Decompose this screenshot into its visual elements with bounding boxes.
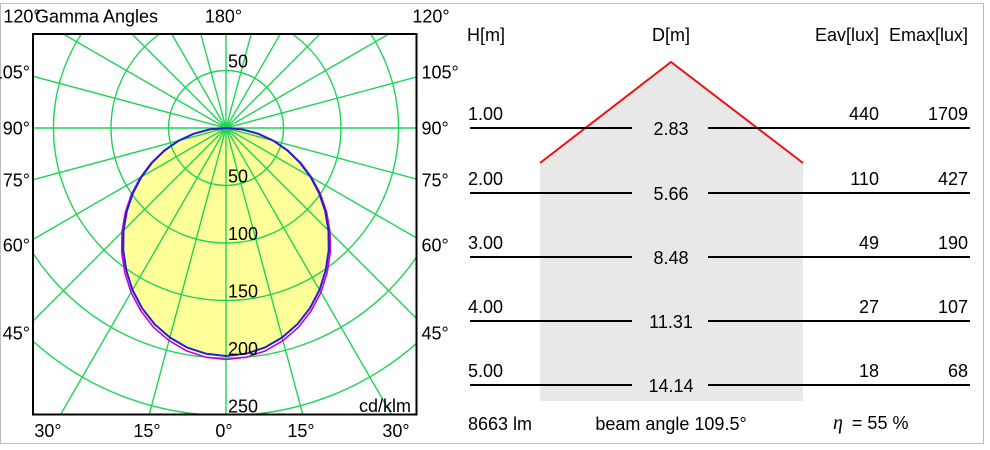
polar-chart-border [32, 33, 418, 416]
row-line [470, 192, 632, 194]
height-value: 4.00 [468, 297, 504, 317]
beam-angle-label: beam angle 109.5° [595, 414, 747, 434]
beam-angle-lines [539, 60, 804, 164]
polar-angle-label: 120° [412, 7, 449, 27]
emax-value: 107 [937, 297, 968, 317]
polar-angle-label: 120° [3, 7, 40, 27]
polar-angle-label: 45° [422, 324, 449, 344]
polar-radial-tick-label: 100 [228, 224, 258, 244]
row-line [708, 320, 970, 322]
polar-angle-label: 45° [3, 324, 30, 344]
diameter-value: 11.31 [649, 312, 693, 332]
emax-value: 427 [937, 169, 968, 189]
polar-angle-label: 0° [215, 421, 232, 441]
column-header-height: H[m] [467, 25, 505, 45]
column-header-emax: Emax[lux] [888, 25, 968, 45]
polar-angle-label: 15° [133, 421, 160, 441]
row-line [470, 384, 632, 386]
polar-radial-tick-label: 50 [228, 52, 248, 72]
diameter-value: 14.14 [648, 376, 694, 396]
polar-angle-label: 60° [422, 236, 449, 256]
polar-angle-label: 75° [422, 171, 449, 191]
eav-value: 18 [858, 361, 879, 381]
polar-plot-area [33, 34, 417, 415]
polar-angle-label: 30° [382, 421, 409, 441]
emax-value: 1709 [927, 104, 968, 124]
polar-angle-label: 105° [422, 63, 459, 83]
cone-shape [540, 62, 803, 401]
polar-angle-label: 90° [422, 119, 449, 139]
eav-value: 440 [848, 104, 879, 124]
height-value: 5.00 [468, 361, 504, 381]
row-line [708, 127, 970, 129]
polar-angle-label: 15° [287, 421, 314, 441]
eav-value: 110 [850, 169, 879, 189]
row-line [708, 384, 970, 386]
eta-value: = 55 % [851, 413, 909, 433]
row-line [708, 192, 970, 194]
polar-radial-tick-label: 250 [228, 397, 258, 417]
polar-unit-label: cd/klm [359, 396, 411, 416]
polar-radial-tick-label: 200 [228, 339, 258, 359]
eav-value: 27 [858, 297, 879, 317]
efficiency-label: η = 55 % [833, 412, 909, 434]
polar-angle-label: 90° [3, 119, 30, 139]
luminous-flux-value: 8663 lm [468, 414, 533, 434]
row-line [470, 256, 632, 258]
polar-angle-label: 75° [3, 171, 30, 191]
diameter-value: 2.83 [653, 119, 689, 139]
eta-symbol: η [833, 412, 843, 434]
emax-value: 68 [947, 361, 968, 381]
height-value: 1.00 [468, 104, 504, 124]
column-header-eav: Eav[lux] [814, 25, 879, 45]
diameter-value: 8.48 [653, 248, 689, 268]
row-line [470, 127, 632, 129]
emax-value: 190 [937, 233, 968, 253]
intensity-curve-c0 [122, 126, 330, 358]
polar-radial-tick-label: 50 [228, 167, 248, 187]
eav-value: 49 [858, 233, 879, 253]
polar-title: Gamma Angles [35, 7, 158, 27]
polar-radial-tick-label: 150 [228, 282, 258, 302]
cone-table-header: H[m] D[m] Eav[lux] Emax[lux] [0, 25, 990, 45]
height-value: 2.00 [468, 169, 504, 189]
polar-angle-label: 30° [34, 421, 61, 441]
polar-angle-label: 105° [0, 63, 30, 83]
row-line [470, 320, 632, 322]
column-header-diameter: D[m] [652, 25, 690, 45]
diameter-value: 5.66 [653, 184, 689, 204]
polar-angle-label: 180° [205, 7, 242, 27]
height-value: 3.00 [468, 233, 504, 253]
row-line [708, 256, 970, 258]
polar-angle-label: 60° [3, 236, 30, 256]
